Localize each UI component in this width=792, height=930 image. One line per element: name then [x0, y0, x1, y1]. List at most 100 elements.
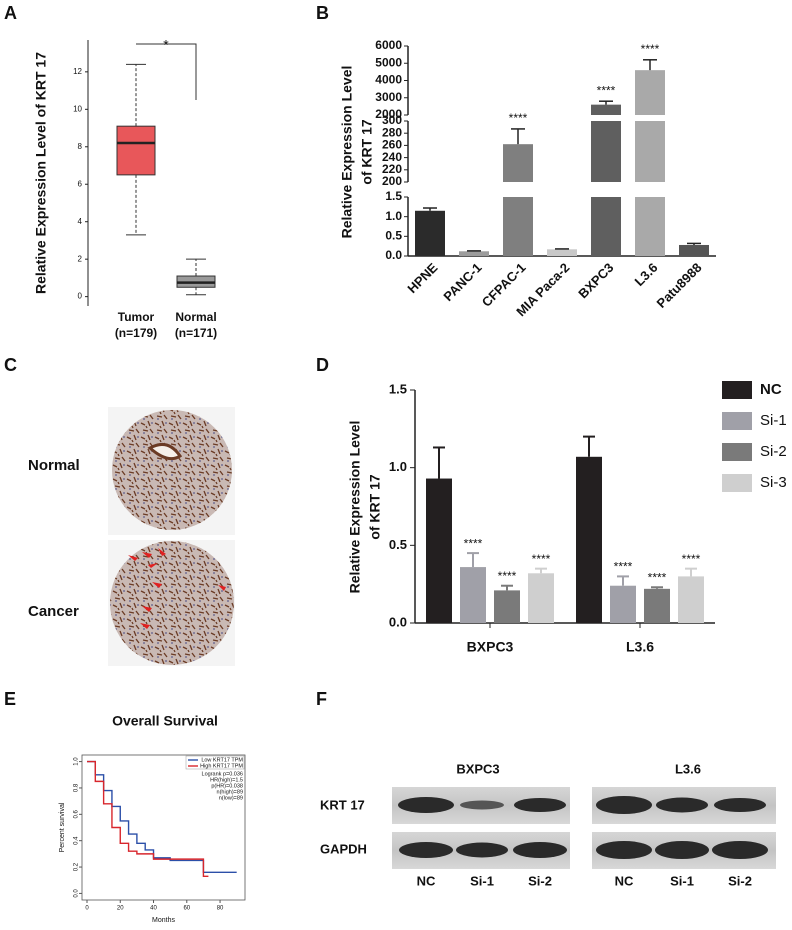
- panel-label: A: [4, 3, 17, 23]
- y-tick-label: 0: [78, 292, 83, 301]
- bar: [426, 478, 452, 623]
- x-tick-label: 20: [117, 906, 124, 912]
- bar: [415, 210, 445, 256]
- x-axis-label: Months: [152, 917, 175, 924]
- y-tick-label: 4: [78, 217, 83, 226]
- y-axis-label: Relative Expression Level: [339, 66, 355, 239]
- legend-swatch: [722, 381, 752, 399]
- x-tick-label: Patu8988: [654, 260, 705, 311]
- bar: [610, 585, 636, 623]
- y-tick-label: 12: [73, 67, 82, 76]
- sig-bracket: [136, 43, 197, 100]
- y-tick-label: 220: [382, 162, 402, 176]
- sig-label: ****: [597, 83, 616, 97]
- ihc-gland: [147, 442, 183, 461]
- blot-lane: Si-2: [528, 873, 552, 888]
- box: [116, 125, 156, 176]
- x-tick-label: HPNE: [404, 260, 440, 296]
- y-tick-label: 6000: [375, 38, 402, 52]
- ihc-label: Cancer: [28, 603, 79, 620]
- blot-lane: Si-1: [670, 873, 694, 888]
- legend-label: NC: [760, 381, 782, 398]
- survival-curve: [86, 760, 209, 877]
- y-axis-label: of KRT 17: [367, 474, 383, 540]
- panel-label: F: [316, 689, 327, 709]
- panel-label: B: [316, 3, 329, 23]
- stat-label: Logrank p=0.036: [202, 771, 243, 777]
- legend-label: Low KRT17 TPM: [201, 757, 243, 763]
- blot-lane: NC: [417, 873, 436, 888]
- bar: [591, 104, 621, 115]
- x-tick-label: 80: [217, 906, 224, 912]
- panel-label: E: [4, 689, 16, 709]
- y-tick-label: 1.5: [389, 381, 407, 396]
- sig-label: ****: [648, 570, 667, 584]
- y-tick-label: 280: [382, 125, 402, 139]
- bar: [591, 121, 621, 182]
- y-tick-label: 1.0: [74, 757, 80, 766]
- x-tick-sublabel: (n=171): [175, 326, 217, 340]
- x-tick-label: BXPC3: [467, 639, 514, 655]
- bar: [494, 590, 520, 623]
- y-tick-label: 240: [382, 150, 402, 164]
- x-tick-label: PANC-1: [440, 260, 484, 304]
- y-tick-label: 0.0: [389, 614, 407, 629]
- x-tick-label: 60: [183, 906, 190, 912]
- bar: [503, 197, 533, 256]
- x-tick-label: L3.6: [626, 639, 654, 655]
- ihc-label: Normal: [28, 457, 80, 474]
- panel-label: C: [4, 355, 17, 375]
- y-tick-label: 200: [382, 174, 402, 188]
- bar: [678, 576, 704, 623]
- blot-row: GAPDH: [320, 841, 367, 856]
- stat-label: p(HR)=0.038: [211, 783, 243, 789]
- legend-swatch: [722, 443, 752, 461]
- ihc-arrows: [128, 548, 226, 629]
- y-tick-label: 4000: [375, 73, 402, 87]
- x-tick-label: Tumor: [118, 310, 155, 324]
- y-tick-label: 0.5: [389, 537, 407, 552]
- y-tick-label: 0.0: [385, 248, 402, 262]
- sig-label: ****: [641, 42, 660, 56]
- y-tick-label: 10: [73, 104, 82, 113]
- bar: [460, 567, 486, 623]
- ihc-core: [112, 410, 232, 530]
- chart-title: Overall Survival: [112, 713, 218, 729]
- y-tick-label: 3000: [375, 90, 402, 104]
- y-tick-label: 0.6: [74, 809, 80, 818]
- plot-frame: [81, 754, 246, 901]
- stat-label: n(high)=89: [217, 789, 243, 795]
- y-tick-label: 0.5: [385, 229, 402, 243]
- y-tick-label: 0.0: [74, 889, 80, 898]
- sig-label: ****: [509, 111, 528, 125]
- blot: [392, 787, 776, 869]
- y-axis-label: Percent survival: [59, 802, 66, 852]
- legend-label: Si-1: [760, 412, 787, 429]
- y-tick-label: 260: [382, 138, 402, 152]
- y-tick-label: 6: [78, 179, 83, 188]
- legend-label: High KRT17 TPM: [200, 763, 243, 769]
- y-tick-label: 0.2: [74, 862, 80, 871]
- x-tick-label: Normal: [175, 310, 216, 324]
- y-tick-label: 1.0: [389, 459, 407, 474]
- sig-label: ****: [464, 536, 483, 550]
- y-tick-label: 1.0: [385, 209, 402, 223]
- blot-group: BXPC3: [456, 761, 499, 776]
- y-tick-label: 5000: [375, 55, 402, 69]
- sig-label: *: [163, 37, 169, 53]
- y-tick-label: 0.8: [74, 783, 80, 792]
- sig-label: ****: [498, 569, 517, 583]
- y-tick-label: 2: [78, 254, 83, 263]
- sig-label: ****: [682, 552, 701, 566]
- y-axis-label: Relative Expression Level of KRT 17: [33, 52, 49, 294]
- blot-lane: Si-2: [728, 873, 752, 888]
- blot-lane: Si-1: [470, 873, 494, 888]
- bar: [576, 456, 602, 623]
- bar: [635, 70, 665, 115]
- bar: [635, 197, 665, 256]
- bar: [503, 144, 533, 182]
- panel-label: D: [316, 355, 329, 375]
- stat-label: n(low)=89: [219, 795, 243, 801]
- y-axis-label: of KRT 17: [359, 119, 375, 185]
